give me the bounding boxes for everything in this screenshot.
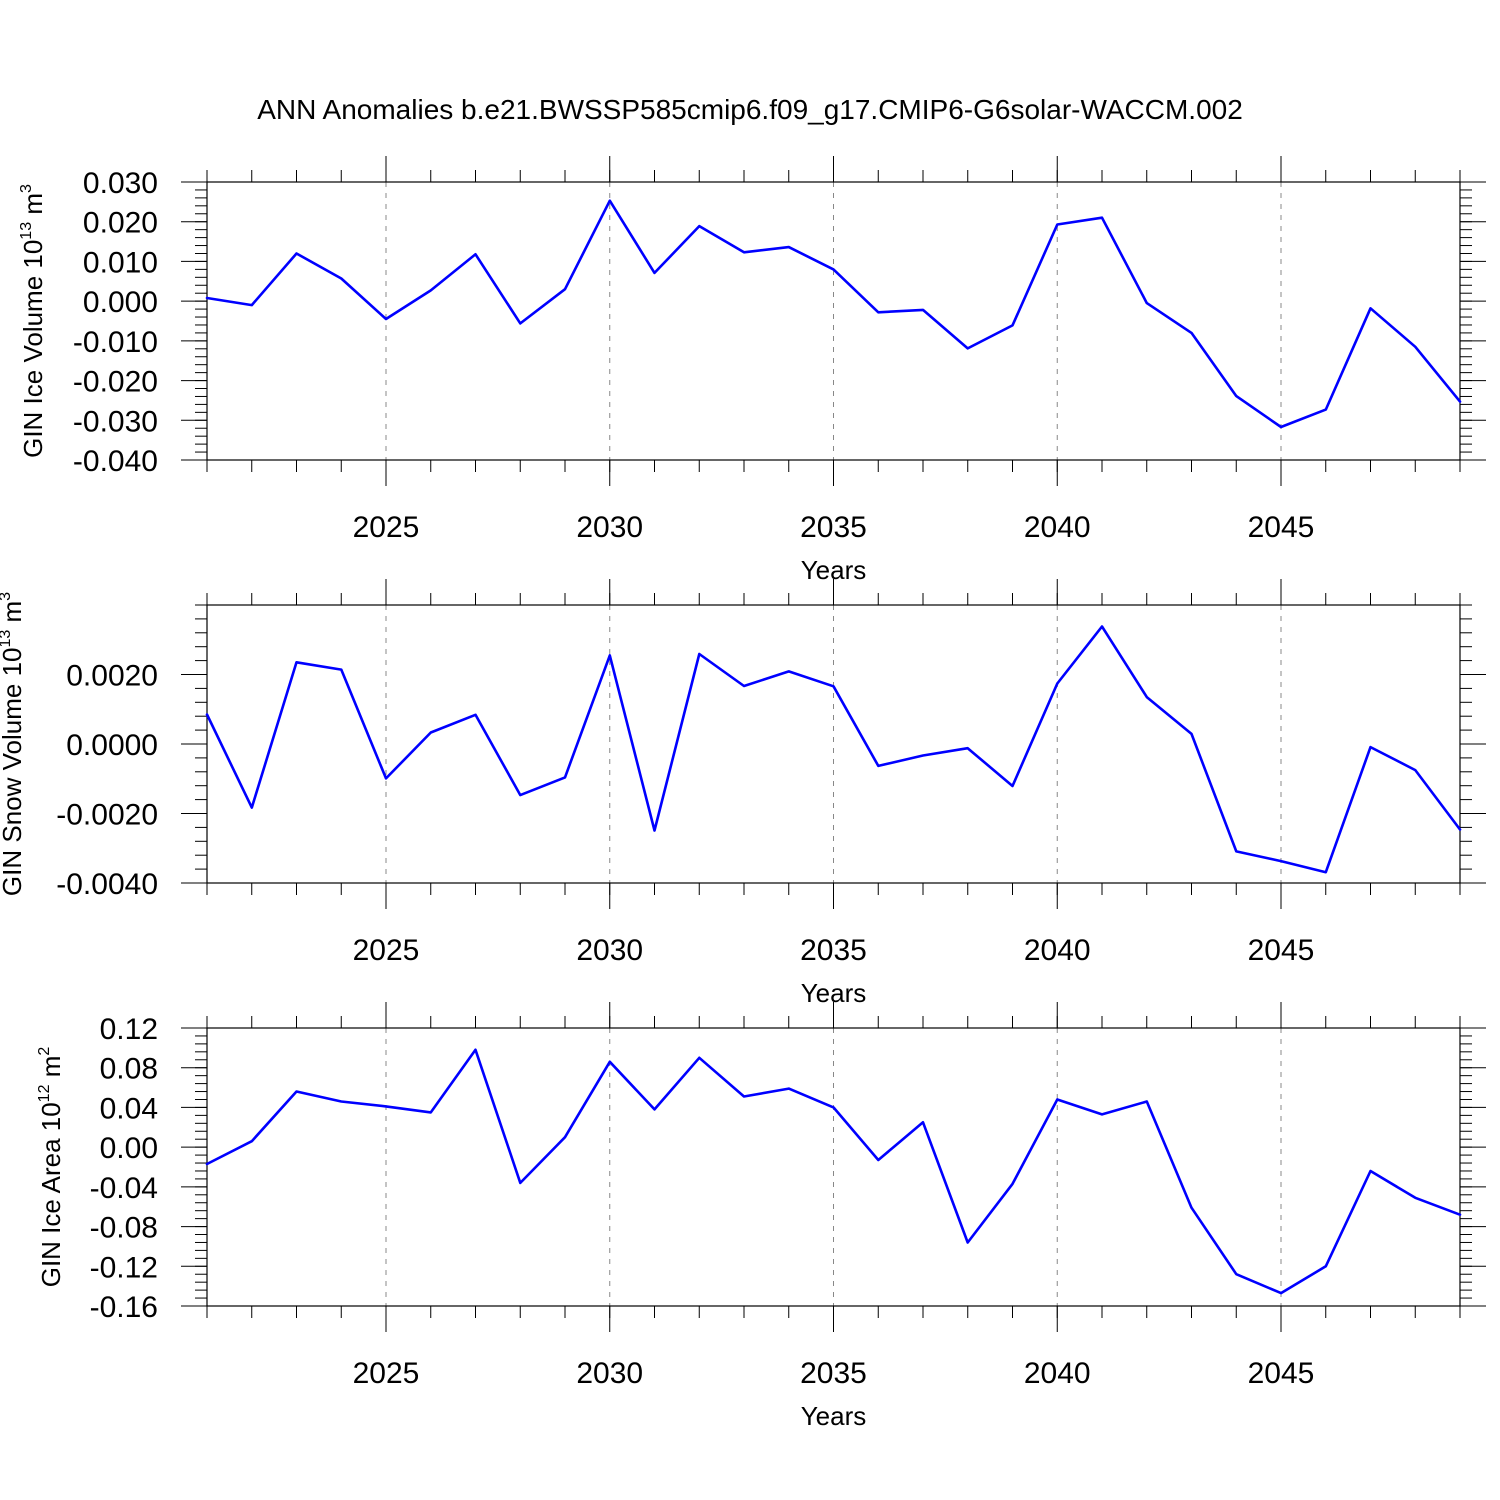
- x-tick-label: 2025: [353, 934, 420, 967]
- chart-title: ANN Anomalies b.e21.BWSSP585cmip6.f09_g1…: [257, 94, 1243, 125]
- y-axis-label-part: 2: [36, 1047, 53, 1056]
- y-tick-label: 0.04: [100, 1092, 158, 1125]
- chart-panel-3: 2025 2030 2035 2040 2045 0.12 0.08 0.04 0.00 -0.0…: [36, 1002, 1486, 1431]
- x-tick-label: 2025: [353, 1357, 420, 1390]
- y-tick-label: 0.12: [100, 1013, 158, 1046]
- y-tick-label: -0.040: [73, 445, 158, 478]
- x-tick-label: 2045: [1248, 934, 1315, 967]
- y-axis-label-part: m: [0, 601, 27, 630]
- x-axis-label: Years: [801, 1401, 867, 1431]
- series-line: [205, 199, 1462, 429]
- x-tick-label: 2045: [1248, 511, 1315, 544]
- y-tick-label: 0.0020: [66, 660, 158, 693]
- y-tick-label: 0.08: [100, 1053, 158, 1086]
- y-tick-label: -0.08: [90, 1212, 158, 1245]
- chart-panel-1: 2025 2030 2035 2040 2045 0.030 0.020 0.010 0.000…: [18, 156, 1486, 585]
- y-axis-label-part: 12: [36, 1084, 53, 1102]
- series-line: [205, 625, 1462, 874]
- chart-panel-2: 2025 2030 2035 2040 2045 0.0020 0.0000 -0.0020 -…: [0, 579, 1486, 1008]
- y-tick-label: 0.030: [83, 167, 158, 200]
- y-axis-label-part: GIN Ice Area 10: [36, 1102, 66, 1287]
- y-axis-label-part: 13: [18, 222, 35, 240]
- y-axis-label: GIN Ice Area 1012 m2: [36, 1047, 66, 1288]
- y-tick-label: -0.010: [73, 326, 158, 359]
- y-tick-label: -0.030: [73, 405, 158, 438]
- y-axis-label-part: GIN Snow Volume 10: [0, 648, 27, 897]
- y-axis-label-part: m: [18, 193, 48, 222]
- y-tick-label: 0.000: [83, 286, 158, 319]
- plot-frame: [206, 1027, 1461, 1307]
- x-tick-label: 2035: [800, 934, 867, 967]
- series-line: [205, 1048, 1462, 1295]
- x-tick-label: 2030: [576, 511, 643, 544]
- x-tick-label: 2035: [800, 511, 867, 544]
- x-tick-label: 2025: [353, 511, 420, 544]
- x-tick-label: 2040: [1024, 511, 1091, 544]
- y-tick-label: -0.12: [90, 1251, 158, 1284]
- y-tick-label: 0.010: [83, 246, 158, 279]
- y-tick-label: -0.04: [90, 1172, 158, 1205]
- y-tick-label: -0.020: [73, 366, 158, 399]
- plot-frame: [206, 604, 1461, 884]
- y-tick-label: -0.0020: [56, 799, 158, 832]
- x-tick-label: 2030: [576, 1357, 643, 1390]
- x-tick-label: 2035: [800, 1357, 867, 1390]
- y-axis-label-part: 3: [0, 592, 14, 601]
- y-tick-label: -0.16: [90, 1291, 158, 1324]
- y-axis-label-part: 13: [0, 630, 14, 648]
- y-tick-label: 0.020: [83, 207, 158, 240]
- x-tick-label: 2040: [1024, 1357, 1091, 1390]
- y-tick-label: 0.00: [100, 1132, 158, 1165]
- y-axis-label-part: GIN Ice Volume 10: [18, 240, 48, 458]
- y-axis-label-part: 3: [18, 184, 35, 193]
- x-tick-label: 2030: [576, 934, 643, 967]
- y-tick-label: -0.0040: [56, 868, 158, 901]
- x-tick-label: 2040: [1024, 934, 1091, 967]
- y-axis-label: GIN Ice Volume 1013 m3: [18, 184, 48, 458]
- y-axis-label-part: m: [36, 1056, 66, 1085]
- x-tick-label: 2045: [1248, 1357, 1315, 1390]
- y-tick-label: 0.0000: [66, 729, 158, 762]
- y-axis-label: GIN Snow Volume 1013 m3: [0, 592, 27, 896]
- plot-frame: [206, 181, 1461, 461]
